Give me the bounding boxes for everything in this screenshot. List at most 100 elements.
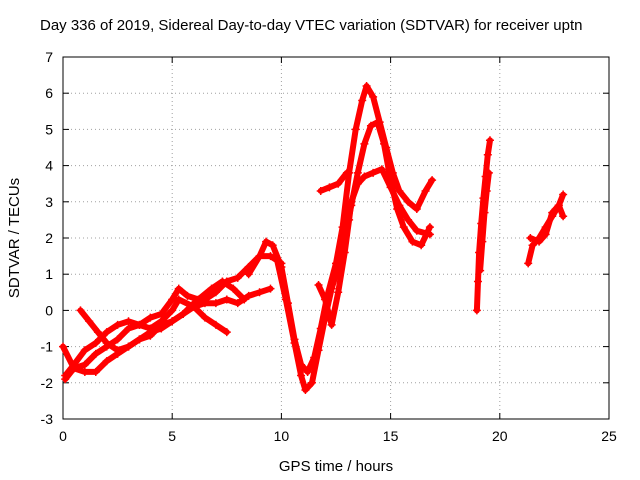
data-point [472,306,481,315]
data-point [473,277,482,286]
data-point [369,92,378,101]
y-tick-label: 2 [45,230,53,246]
data-point [526,234,535,242]
data-point [303,367,312,376]
x-tick-label: 10 [274,428,290,444]
data-point [211,299,220,308]
chart-title: Day 336 of 2019, Sidereal Day-to-day VTE… [40,17,582,34]
data-point [168,317,177,326]
data-point [183,291,192,300]
data-point [93,328,102,337]
data-point [211,320,220,329]
data-point [157,324,166,333]
data-point [360,172,369,181]
series-line [527,202,567,245]
data-point [190,302,199,311]
data-point [399,223,408,232]
series-line [60,296,230,372]
data-point [268,241,277,250]
data-point [266,252,275,261]
series-track-d [76,284,275,355]
data-point [425,223,434,232]
data-point [353,168,362,177]
data-point [412,205,421,214]
data-point [69,364,78,373]
series-line [62,278,248,379]
data-point [255,252,264,261]
data-point [91,338,100,347]
data-point [59,342,67,351]
data-point [146,313,155,322]
data-point [314,346,323,355]
series-track-b [61,277,249,380]
data-point [485,136,494,145]
y-tick-label: 4 [45,158,53,174]
data-point [91,367,100,376]
data-point [222,295,231,304]
data-point [80,346,89,355]
data-point [524,259,533,268]
data-point [113,335,122,344]
data-point [386,183,395,192]
data-point [480,208,489,217]
data-point [85,317,94,326]
data-point [316,186,325,195]
series-track-g [314,165,434,329]
data-point [200,299,209,308]
data-point [483,150,492,159]
data-point [528,241,537,250]
y-tick-label: 3 [45,194,53,210]
data-point [91,349,100,358]
data-point [80,360,89,369]
data-point [76,306,85,315]
data-point [334,179,343,188]
series-line [477,169,492,274]
data-point [207,284,216,293]
data-point [428,176,437,185]
data-point [307,378,316,387]
y-tick-label: 5 [45,121,53,137]
data-point [347,197,356,206]
data-point [377,165,386,174]
data-point [404,197,413,206]
data-point [404,215,413,224]
y-tick-label: -1 [41,339,54,355]
data-point [425,230,434,239]
x-tick-label: 25 [601,428,617,444]
data-point [478,237,487,246]
y-tick-label: -2 [41,375,54,391]
data-point [476,266,485,275]
data-point [200,313,209,322]
y-tick-label: 0 [45,302,53,318]
data-point [146,328,155,337]
data-point [222,328,231,337]
data-point [211,288,220,297]
y-tick-label: 6 [45,85,53,101]
data-point [244,270,253,279]
data-point [421,186,430,195]
data-point [548,208,557,217]
data-point [559,190,568,199]
data-point [314,281,323,290]
y-tick-label: -3 [41,411,54,427]
data-point [345,215,354,224]
data-point [281,295,290,304]
data-point [229,284,238,293]
data-point [255,288,264,297]
data-point [327,320,336,329]
series-track-h [316,168,351,195]
data-point [262,237,271,246]
data-point [373,118,382,127]
data-point [244,291,253,300]
data-point [541,230,550,239]
data-point [168,295,177,304]
data-point [113,346,122,355]
data-point [412,226,421,235]
y-axis-label: SDTVAR / TECUs [6,178,23,298]
data-point [297,371,306,380]
data-point [325,183,334,192]
data-point [380,139,389,148]
data-point [417,241,426,250]
data-point [124,317,133,326]
data-series [59,81,568,395]
